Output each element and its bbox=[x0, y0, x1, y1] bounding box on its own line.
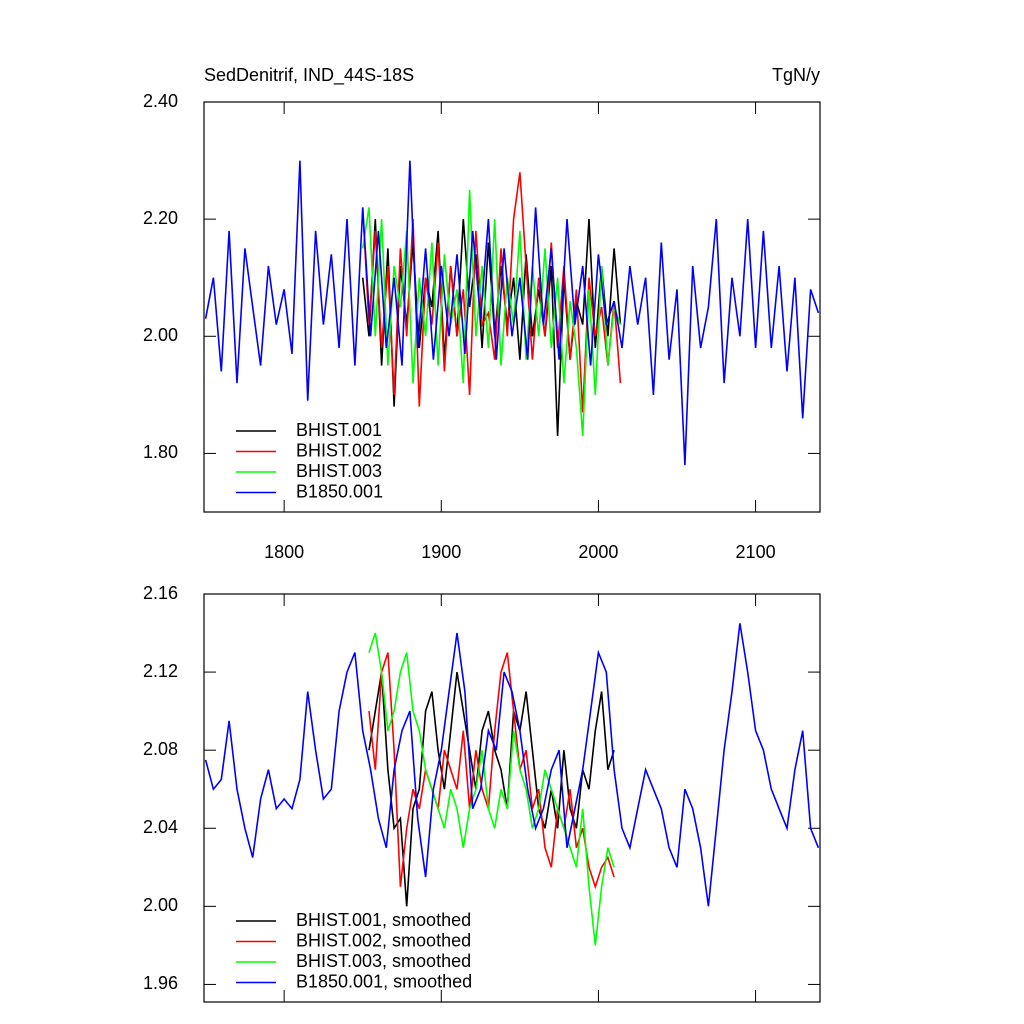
y-tick-label: 2.12 bbox=[143, 661, 178, 681]
legend-label: BHIST.003 bbox=[296, 461, 382, 481]
y-tick-label: 2.40 bbox=[143, 91, 178, 111]
x-tick-label: 1900 bbox=[421, 542, 461, 562]
legend-label: BHIST.002, smoothed bbox=[296, 930, 471, 950]
y-tick-label: 1.80 bbox=[143, 442, 178, 462]
y-tick-label: 2.00 bbox=[143, 325, 178, 345]
x-tick-label: 2000 bbox=[578, 542, 618, 562]
plot-frame bbox=[203, 101, 821, 513]
units-label: TgN/y bbox=[772, 65, 820, 85]
x-tick-label: 1800 bbox=[264, 542, 304, 562]
legend-label: B1850.001, smoothed bbox=[296, 971, 472, 991]
chart-title: SedDenitrif, IND_44S-18S bbox=[204, 65, 414, 86]
legend-label: B1850.001 bbox=[296, 481, 383, 501]
series-line bbox=[368, 671, 615, 907]
y-tick-label: 2.04 bbox=[143, 817, 178, 837]
legend-label: BHIST.001 bbox=[296, 420, 382, 440]
plot-frame bbox=[203, 593, 821, 1003]
series-line bbox=[204, 160, 820, 466]
y-tick-label: 2.16 bbox=[143, 583, 178, 603]
x-tick-label: 2100 bbox=[736, 542, 776, 562]
legend-label: BHIST.002 bbox=[296, 440, 382, 460]
legend-label: BHIST.001, smoothed bbox=[296, 910, 471, 930]
series-line bbox=[368, 632, 615, 946]
y-tick-label: 2.20 bbox=[143, 208, 178, 228]
y-tick-label: 2.08 bbox=[143, 739, 178, 759]
legend-label: BHIST.003, smoothed bbox=[296, 951, 471, 971]
y-tick-label: 2.00 bbox=[143, 895, 178, 915]
y-tick-label: 1.96 bbox=[143, 973, 178, 993]
series-line bbox=[204, 623, 820, 907]
